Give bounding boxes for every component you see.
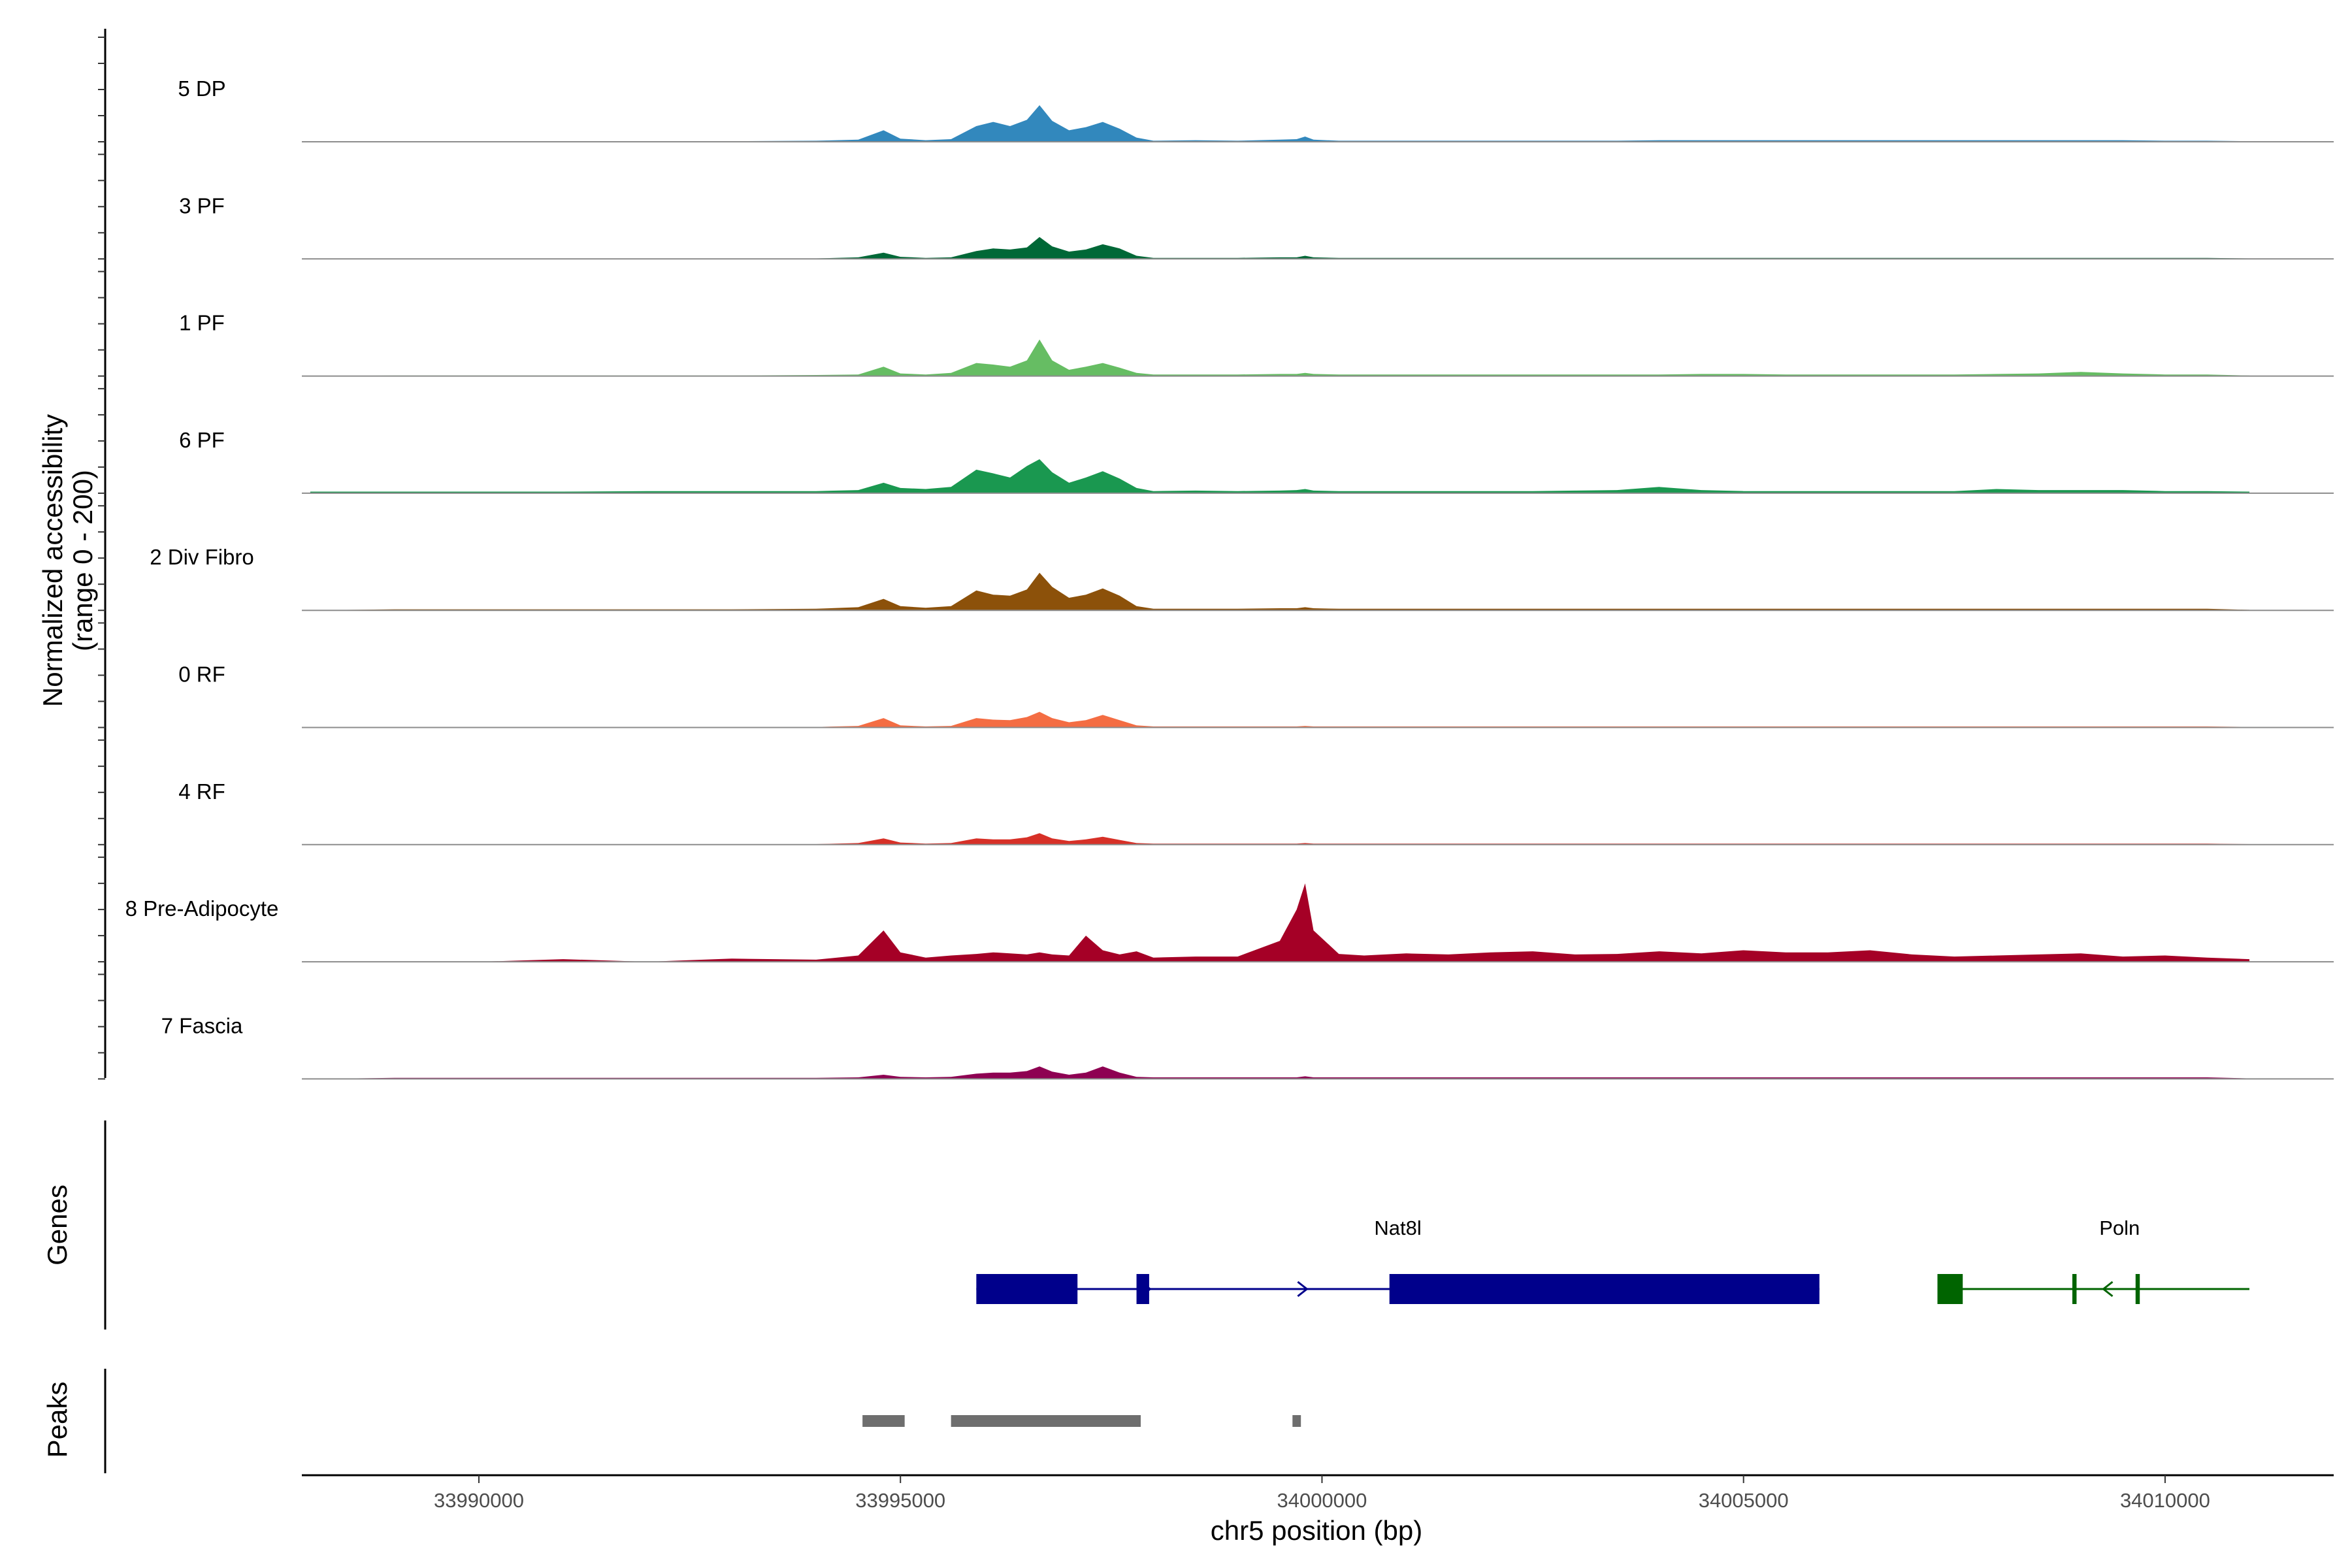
track: 5 DP xyxy=(178,76,2334,142)
gene-exon xyxy=(1136,1274,1149,1304)
track: 2 Div Fibro xyxy=(150,545,2334,612)
track-label: 5 DP xyxy=(178,76,225,101)
peaks-track-title: Peaks xyxy=(42,1382,73,1458)
gene-exon xyxy=(976,1274,1078,1304)
x-tick-label: 34010000 xyxy=(2120,1489,2210,1512)
x-axis: 33990000 33995000 34000000 34005000 34010000 xyxy=(302,1474,2334,1512)
peak xyxy=(951,1415,1141,1427)
gene-exon xyxy=(1937,1274,1963,1304)
x-axis-title: chr5 position (bp) xyxy=(1211,1515,1423,1546)
track: 4 RF xyxy=(178,779,2334,845)
track-label: 4 RF xyxy=(178,779,225,804)
track: 0 RF xyxy=(178,662,2334,728)
gene: Nat8l xyxy=(976,1217,1820,1304)
gene-label: Poln xyxy=(2099,1217,2140,1239)
track: 8 Pre-Adipocyte xyxy=(125,883,2334,963)
track-area xyxy=(310,883,2250,962)
track-label: 3 PF xyxy=(179,193,225,218)
track-area xyxy=(310,572,2250,611)
track: 7 Fascia xyxy=(161,1013,2334,1080)
y-axis-title-line: (range 0 - 200) xyxy=(67,470,98,651)
track-label: 2 Div Fibro xyxy=(150,545,254,569)
track-label: 1 PF xyxy=(179,311,225,335)
track-area xyxy=(310,459,2250,493)
peak-track xyxy=(104,1369,1301,1473)
track-area xyxy=(310,339,2250,376)
accessibility-tracks: 5 DP 3 PF 1 PF 6 PF 2 Div Fibro 0 RF 4 RF 8 Pre… xyxy=(125,76,2334,1080)
peak xyxy=(1292,1415,1301,1427)
gene-exon xyxy=(2072,1274,2077,1304)
strand-arrow xyxy=(1297,1281,1309,1298)
track-area xyxy=(310,105,2250,142)
track-label: 6 PF xyxy=(179,428,225,452)
strand-arrow xyxy=(2102,1281,2114,1298)
x-tick-label: 34005000 xyxy=(1699,1489,1789,1512)
track-area xyxy=(310,833,2250,845)
track-area xyxy=(310,711,2250,728)
y-axis-title: Normalized accessibility(range 0 - 200) xyxy=(37,414,98,707)
gene-label: Nat8l xyxy=(1374,1217,1421,1239)
track: 1 PF xyxy=(179,311,2334,377)
x-tick-label: 33990000 xyxy=(434,1489,524,1512)
gene-track: Nat8l Poln xyxy=(104,1120,2249,1330)
track: 6 PF xyxy=(179,428,2334,494)
track-label: 0 RF xyxy=(178,662,225,687)
peak xyxy=(862,1415,905,1427)
track-area xyxy=(310,237,2250,259)
gene: Poln xyxy=(1937,1217,2249,1304)
track-label: 7 Fascia xyxy=(161,1013,243,1037)
gene-exon xyxy=(2135,1274,2140,1304)
x-tick-label: 33995000 xyxy=(855,1489,945,1512)
genes-track-title: Genes xyxy=(42,1184,73,1266)
track: 3 PF xyxy=(179,193,2334,260)
track-label: 8 Pre-Adipocyte xyxy=(125,896,279,921)
track-area xyxy=(310,1066,2250,1079)
gene-exon xyxy=(1389,1274,1820,1304)
accessibility-axis xyxy=(98,29,106,1080)
y-axis-title-line: Normalized accessibility xyxy=(37,414,68,707)
x-tick-label: 34000000 xyxy=(1277,1489,1367,1512)
